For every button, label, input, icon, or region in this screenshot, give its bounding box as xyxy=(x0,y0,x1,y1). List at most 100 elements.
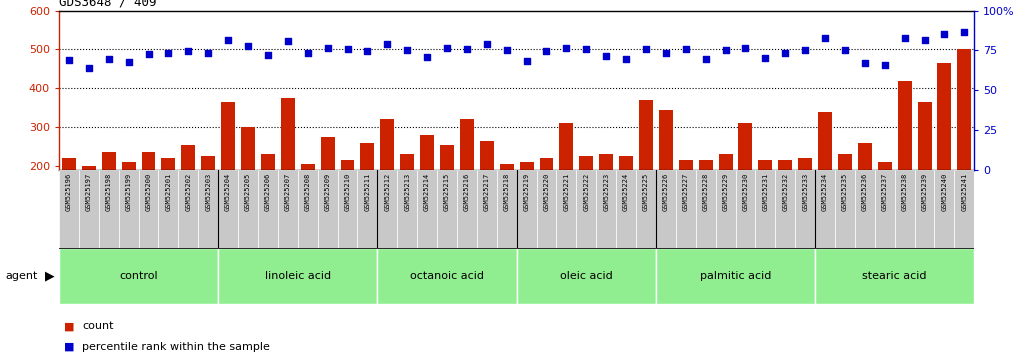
Bar xyxy=(341,160,355,170)
Bar xyxy=(261,154,275,170)
Text: GSM525240: GSM525240 xyxy=(942,172,948,211)
Bar xyxy=(778,160,792,170)
Bar xyxy=(201,156,216,170)
Point xyxy=(856,60,873,66)
Text: GSM525196: GSM525196 xyxy=(66,172,72,211)
Text: GSM525202: GSM525202 xyxy=(185,172,191,211)
Bar xyxy=(440,145,454,170)
Point xyxy=(658,51,674,56)
Point xyxy=(80,65,97,71)
Bar xyxy=(241,127,255,170)
Text: octanoic acid: octanoic acid xyxy=(410,271,484,281)
Point xyxy=(578,47,594,52)
Point xyxy=(937,31,953,37)
Point xyxy=(956,29,972,35)
Bar xyxy=(756,170,775,248)
Point xyxy=(280,38,296,44)
Bar xyxy=(278,170,298,248)
Text: GSM525219: GSM525219 xyxy=(524,172,530,211)
Point xyxy=(359,48,375,54)
Text: GSM525215: GSM525215 xyxy=(444,172,450,211)
Point xyxy=(340,47,356,52)
Bar xyxy=(719,154,732,170)
Bar xyxy=(258,170,278,248)
Text: palmitic acid: palmitic acid xyxy=(700,271,771,281)
Bar xyxy=(835,170,855,248)
Text: control: control xyxy=(119,271,158,281)
Text: GSM525237: GSM525237 xyxy=(882,172,888,211)
Point xyxy=(220,37,236,42)
Point xyxy=(140,51,157,57)
Text: GSM525200: GSM525200 xyxy=(145,172,152,211)
Bar xyxy=(537,170,556,248)
Point xyxy=(200,51,217,56)
Text: ▶: ▶ xyxy=(45,270,54,282)
Text: GSM525235: GSM525235 xyxy=(842,172,848,211)
Bar xyxy=(895,170,914,248)
Text: GSM525229: GSM525229 xyxy=(722,172,728,211)
Bar xyxy=(599,154,613,170)
Text: GSM525210: GSM525210 xyxy=(345,172,351,211)
Bar xyxy=(659,110,673,170)
Text: stearic acid: stearic acid xyxy=(862,271,926,281)
Bar xyxy=(798,158,813,170)
Bar xyxy=(159,170,178,248)
Point xyxy=(538,48,554,54)
Bar xyxy=(577,170,596,248)
Bar xyxy=(738,123,753,170)
Text: GSM525208: GSM525208 xyxy=(305,172,311,211)
Point xyxy=(717,47,733,53)
Text: agent: agent xyxy=(5,271,38,281)
Text: GSM525213: GSM525213 xyxy=(404,172,410,211)
Point xyxy=(698,56,714,62)
Bar xyxy=(875,170,895,248)
Bar xyxy=(62,158,76,170)
Bar xyxy=(380,119,395,170)
Text: GSM525207: GSM525207 xyxy=(285,172,291,211)
Bar xyxy=(320,137,335,170)
Bar xyxy=(596,170,616,248)
Text: count: count xyxy=(82,321,114,331)
Bar xyxy=(102,153,116,170)
Bar xyxy=(59,248,219,304)
Bar xyxy=(678,160,693,170)
Point xyxy=(120,59,136,65)
Bar xyxy=(619,156,633,170)
Bar xyxy=(99,170,119,248)
Text: GSM525212: GSM525212 xyxy=(384,172,391,211)
Text: GSM525217: GSM525217 xyxy=(484,172,490,211)
Point xyxy=(319,45,336,50)
Bar xyxy=(281,98,295,170)
Bar xyxy=(398,170,417,248)
Bar xyxy=(360,143,374,170)
Text: GSM525226: GSM525226 xyxy=(663,172,669,211)
Point xyxy=(419,55,435,60)
Point xyxy=(737,45,754,50)
Text: GSM525227: GSM525227 xyxy=(682,172,689,211)
Point xyxy=(61,57,77,63)
Text: GSM525238: GSM525238 xyxy=(902,172,907,211)
Bar xyxy=(759,160,772,170)
Bar xyxy=(298,170,317,248)
Text: ■: ■ xyxy=(64,321,74,331)
Bar xyxy=(338,170,357,248)
Point xyxy=(618,56,635,62)
Bar xyxy=(957,50,971,170)
Bar xyxy=(480,141,494,170)
Bar xyxy=(377,248,517,304)
Text: GSM525241: GSM525241 xyxy=(961,172,967,211)
Bar xyxy=(775,170,795,248)
Bar xyxy=(815,170,835,248)
Text: GSM525236: GSM525236 xyxy=(861,172,868,211)
Point xyxy=(519,58,535,64)
Bar xyxy=(141,153,156,170)
Bar xyxy=(457,170,477,248)
Text: GSM525234: GSM525234 xyxy=(822,172,828,211)
Bar xyxy=(676,170,696,248)
Bar xyxy=(540,158,553,170)
Point xyxy=(758,55,774,61)
Point xyxy=(479,41,495,46)
Text: GSM525231: GSM525231 xyxy=(763,172,769,211)
Point xyxy=(897,35,913,41)
Point xyxy=(598,54,614,59)
